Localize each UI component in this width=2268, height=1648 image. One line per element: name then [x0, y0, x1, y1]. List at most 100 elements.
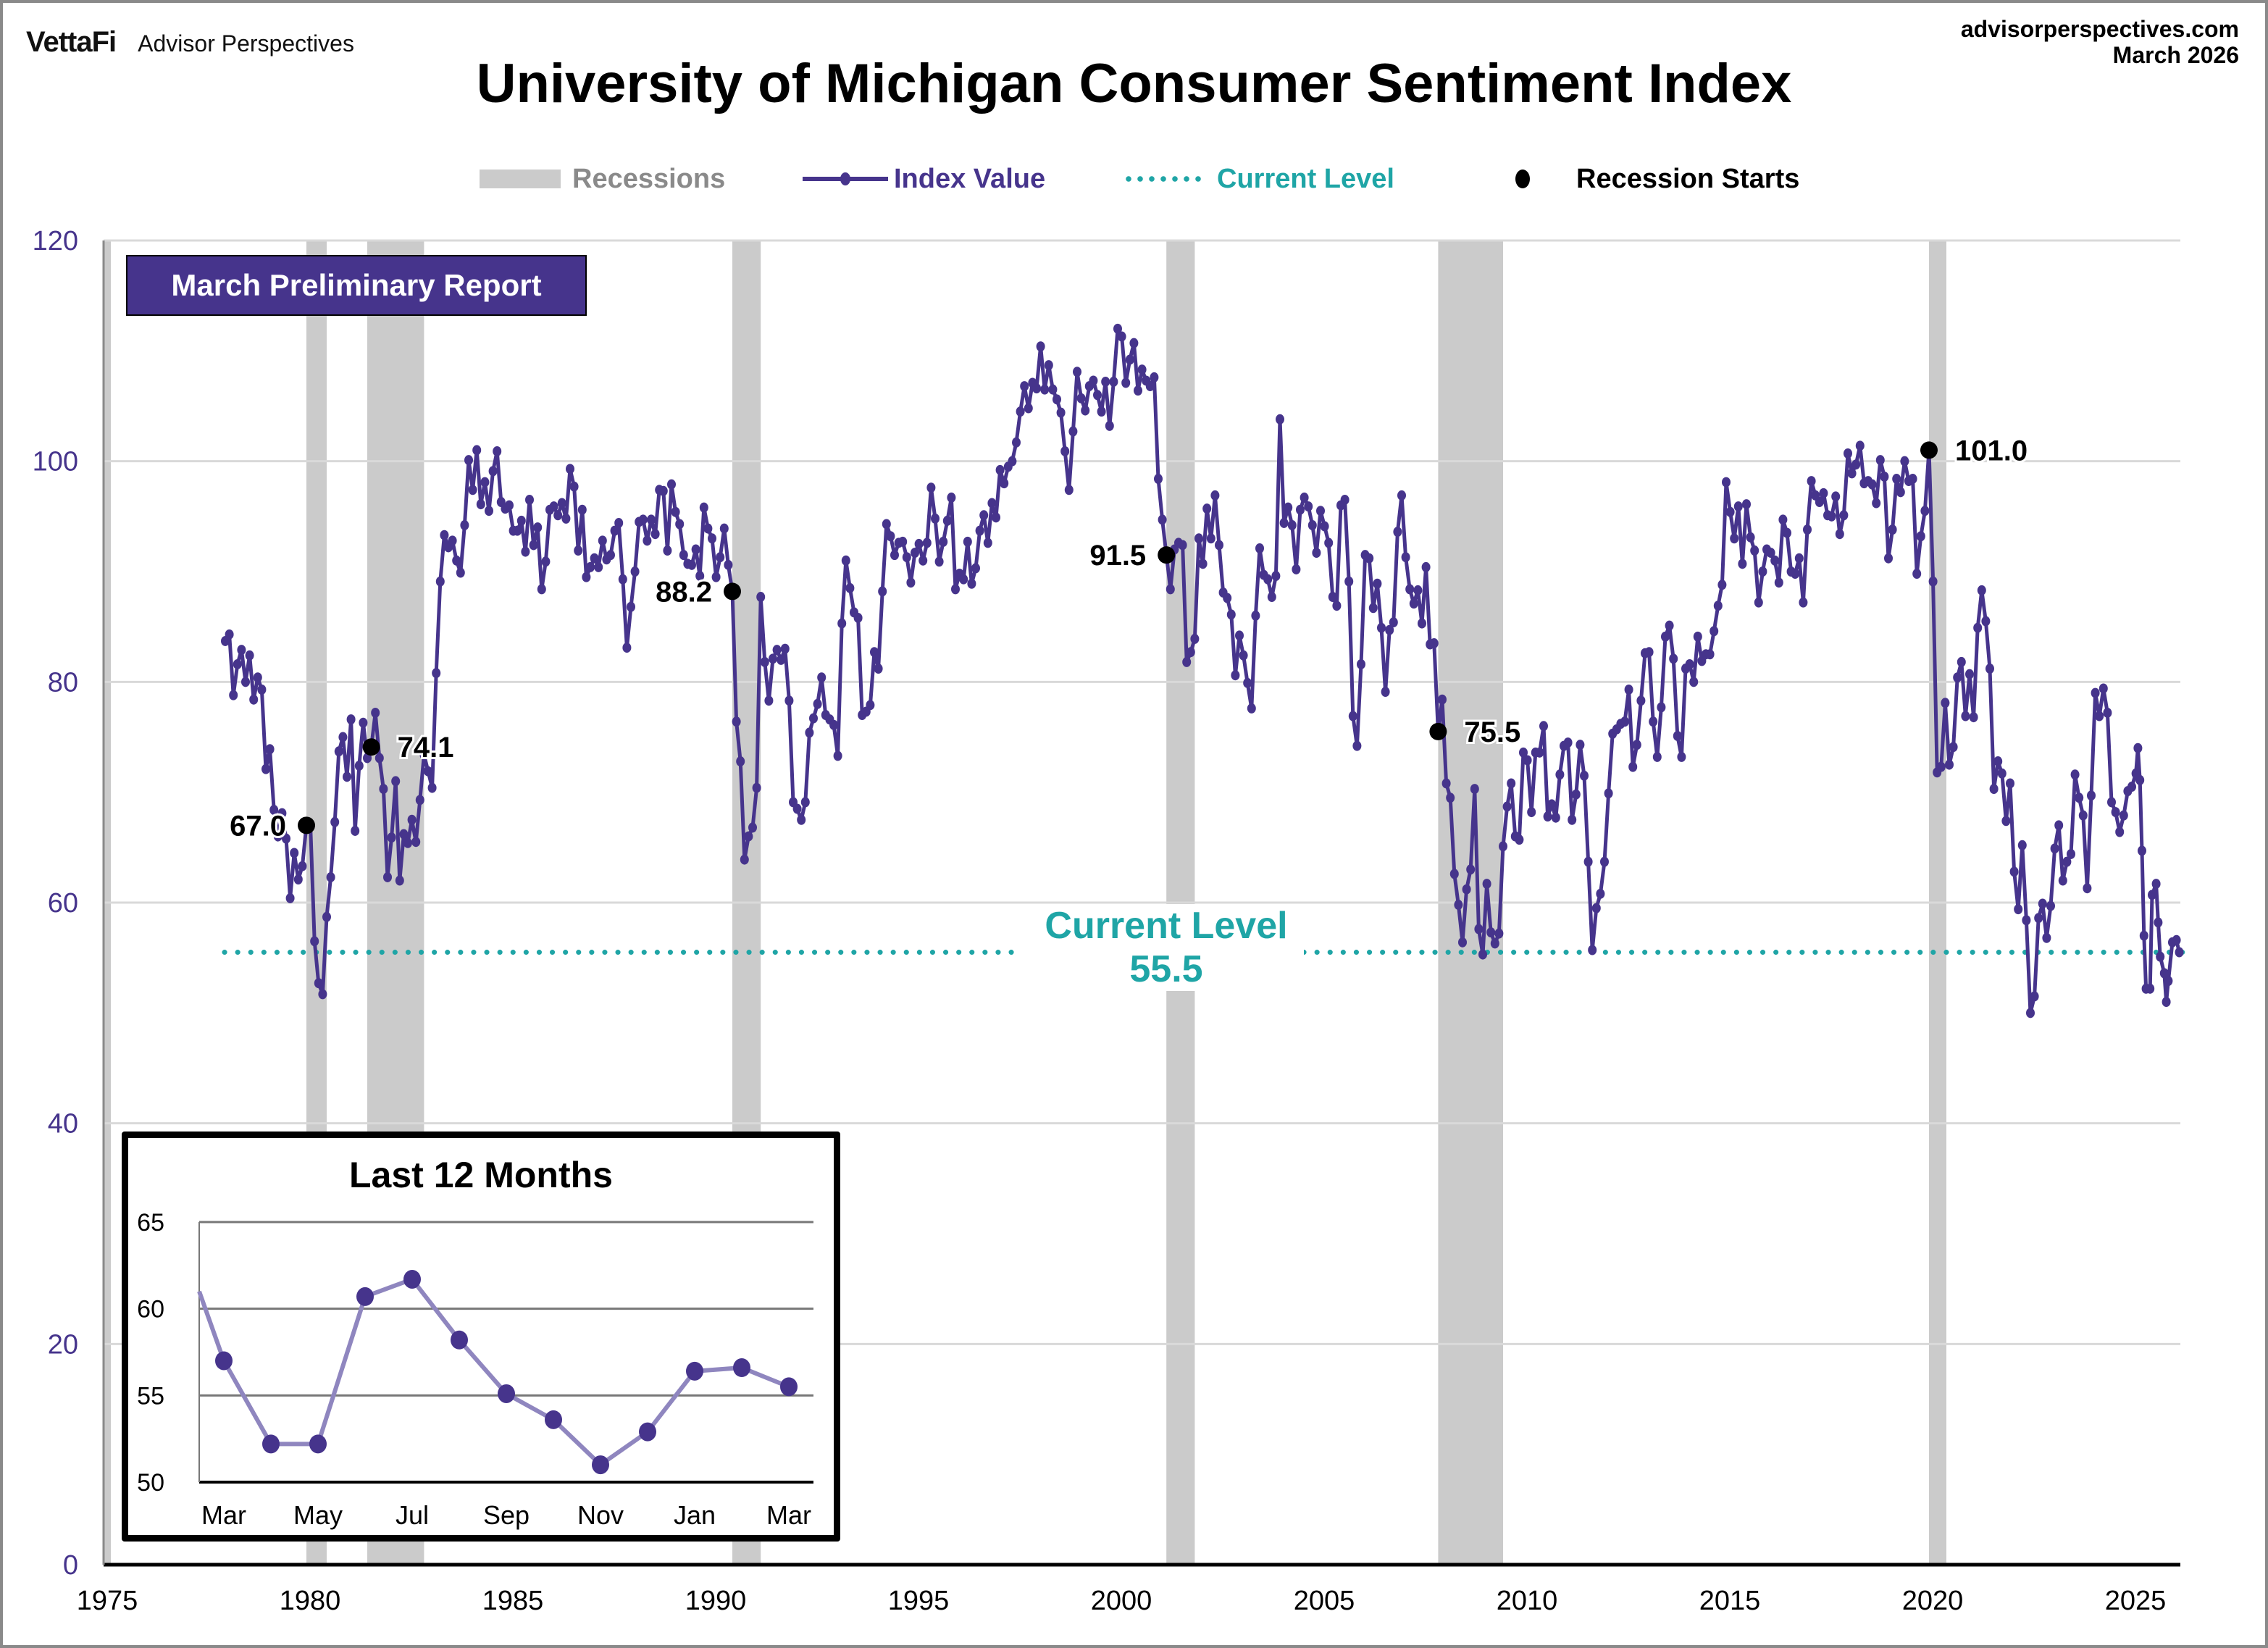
index-point [322, 911, 331, 922]
index-point [265, 744, 275, 755]
index-point [1076, 393, 1086, 403]
index-point [1438, 694, 1447, 705]
index-point [784, 695, 794, 706]
x-tick-label: 1975 [77, 1586, 138, 1616]
index-point [1482, 879, 1491, 890]
index-point [882, 519, 891, 530]
index-point [1276, 414, 1284, 424]
inset-x-tick-label: Jul [396, 1500, 429, 1530]
index-point [415, 795, 424, 806]
index-point [1239, 650, 1248, 661]
index-point [2135, 774, 2145, 785]
index-point [1389, 617, 1398, 628]
index-point [756, 592, 766, 603]
index-point [411, 837, 421, 848]
index-point [1385, 624, 1394, 635]
index-point [1210, 490, 1220, 501]
index-point [1831, 491, 1841, 502]
index-point [2042, 932, 2051, 943]
index-point [1583, 856, 1593, 867]
legend-item-recession-starts: Recession Starts [1515, 161, 1799, 197]
index-point [983, 538, 992, 548]
index-point [1352, 740, 1362, 751]
recession-start-marker [724, 582, 741, 601]
index-point [241, 677, 250, 687]
index-point [699, 502, 708, 513]
index-point [1783, 527, 1791, 538]
inset-y-tick-label: 60 [137, 1296, 164, 1323]
index-point [1243, 677, 1252, 688]
index-point [934, 556, 944, 567]
index-point [374, 753, 384, 764]
index-point [1847, 468, 1857, 479]
index-point [249, 694, 259, 705]
index-point [1405, 584, 1415, 595]
index-point [1949, 742, 1958, 753]
index-point [866, 700, 875, 711]
inset-point [780, 1377, 798, 1397]
index-point [245, 650, 254, 661]
index-point [671, 506, 680, 517]
recession-start-label: 91.5 [1089, 540, 1146, 572]
index-point [1730, 533, 1739, 544]
index-point [1742, 499, 1751, 510]
index-point [1413, 585, 1423, 595]
index-point [939, 536, 948, 547]
index-point [1794, 553, 1804, 564]
inset-x-tick-label: Mar [766, 1500, 811, 1530]
index-point [273, 831, 283, 842]
recession-start-label: 74.1 [398, 732, 454, 764]
legend-label: Recessions [572, 163, 726, 194]
index-point [1263, 574, 1273, 585]
legend-label: Current Level [1217, 163, 1394, 194]
index-point [614, 517, 624, 528]
black-dot-swatch-icon [1515, 170, 1530, 188]
index-point [1251, 610, 1260, 621]
index-point [1685, 658, 1694, 669]
index-point [2115, 827, 2125, 837]
index-point [708, 533, 716, 544]
index-point [1377, 622, 1386, 633]
index-point [419, 749, 429, 760]
index-point [2107, 797, 2116, 808]
index-point [829, 719, 838, 730]
index-point [1340, 494, 1349, 505]
index-point [1555, 769, 1565, 780]
index-point [1368, 603, 1378, 614]
index-point [971, 563, 980, 574]
index-point [2070, 769, 2080, 780]
index-point [448, 535, 457, 546]
index-point [2139, 930, 2148, 941]
inset-point [356, 1287, 374, 1306]
index-point [2067, 848, 2075, 859]
index-point [809, 713, 818, 724]
index-point [1324, 538, 1334, 548]
index-point [505, 500, 514, 511]
dotted-line-swatch-icon [1123, 176, 1207, 182]
index-point [488, 466, 498, 477]
index-point [2148, 890, 2156, 900]
index-point [837, 618, 847, 629]
index-point [711, 572, 721, 582]
legend-label: Recession Starts [1576, 163, 1800, 194]
index-point [748, 822, 757, 833]
index-point [1320, 521, 1329, 532]
index-point [468, 485, 477, 495]
source-info: advisorperspectives.com March 2026 [1961, 16, 2239, 68]
index-point [2009, 866, 2019, 877]
index-point [334, 746, 343, 757]
index-point [359, 717, 368, 728]
index-point [1896, 487, 1905, 498]
recession-start-label: 101.0 [1955, 435, 2028, 467]
index-point [1624, 684, 1633, 695]
index-point [1535, 747, 1544, 758]
index-point [995, 464, 1005, 475]
index-point [1365, 553, 1374, 564]
index-point [691, 544, 700, 555]
index-point [1689, 677, 1699, 687]
recession-start-marker [1920, 441, 1938, 459]
index-point [845, 582, 855, 593]
index-point [667, 479, 676, 490]
index-point [675, 519, 685, 530]
